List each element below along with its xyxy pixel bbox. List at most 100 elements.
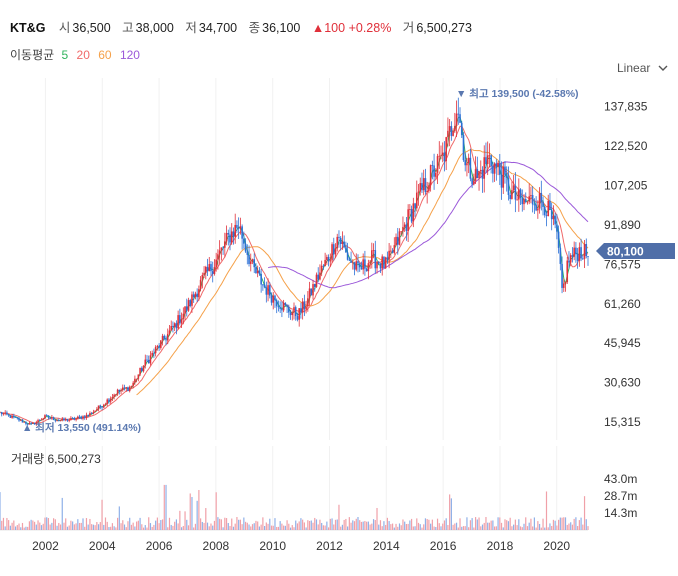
candle-body — [205, 266, 207, 273]
candle-body — [63, 418, 65, 421]
x-tick-label: 2020 — [543, 539, 570, 553]
candle-body — [237, 227, 240, 229]
volume-bar — [120, 523, 122, 530]
volume-bar — [103, 524, 105, 530]
volume-axis: 43.0m 28.7m 14.3m — [604, 472, 637, 520]
candle-body — [441, 152, 444, 156]
ma-line-120 — [267, 161, 589, 289]
candle-body — [562, 283, 565, 288]
candle-body — [59, 420, 62, 422]
volume-bar — [376, 507, 378, 530]
volume-bar — [462, 526, 465, 530]
candle-body — [526, 201, 529, 203]
volume-bar — [160, 520, 162, 530]
candle-body — [284, 302, 287, 306]
volume-bar — [234, 523, 236, 530]
candle-body — [322, 265, 325, 267]
moving-average-legend[interactable]: 이동평균 5 20 60 120 — [10, 46, 145, 63]
volume-bar — [494, 526, 496, 530]
volume-bar — [459, 518, 461, 530]
candle-body — [293, 307, 295, 313]
y-tick-label: 91,890 — [604, 218, 641, 232]
candle-body — [35, 422, 38, 425]
candle-body — [92, 411, 95, 414]
x-tick-label: 2004 — [89, 539, 116, 553]
scale-selector[interactable]: Linear — [617, 61, 668, 75]
volume-bar — [582, 524, 584, 530]
candle-body — [296, 316, 299, 320]
volume-bar — [558, 519, 560, 530]
volume-bar — [296, 523, 299, 530]
candle-body — [319, 272, 321, 280]
volume-bar — [430, 523, 432, 530]
candle-body — [248, 254, 250, 264]
volume-bar — [194, 523, 197, 530]
volume-bar — [210, 523, 212, 530]
volume-bar — [208, 526, 210, 530]
volume-bar — [9, 525, 11, 530]
candle-body — [502, 166, 505, 188]
candle-body — [19, 419, 22, 421]
volume-bar — [108, 527, 110, 530]
close-value: 36,100 — [262, 21, 301, 35]
candle-body — [154, 346, 157, 354]
candle-body — [185, 306, 188, 311]
volume-bar — [521, 527, 523, 530]
volume-bar — [348, 517, 350, 530]
candle-body — [460, 122, 463, 136]
volume-bar — [40, 525, 43, 530]
volume-bar — [180, 527, 183, 530]
candle-body — [210, 264, 212, 272]
candle-body — [414, 203, 416, 209]
candle-body — [0, 411, 3, 415]
volume-bar — [578, 520, 580, 530]
candle-body — [436, 156, 439, 173]
volume-bar — [231, 518, 233, 530]
volume-bar — [347, 526, 349, 530]
candlesticks — [0, 97, 589, 426]
candle-body — [232, 231, 235, 237]
volume-bar — [222, 527, 224, 530]
candle-body — [355, 261, 358, 270]
volume-bar — [577, 526, 579, 530]
price-axis: 137,835 122,520 107,205 91,890 76,575 61,260 4… — [604, 99, 648, 429]
volume-bar — [450, 498, 452, 530]
volume-bar — [75, 523, 77, 530]
volume-bar — [215, 492, 217, 530]
volume-bar — [426, 519, 428, 530]
volume-bar — [321, 522, 323, 530]
candle-body — [537, 208, 539, 211]
volume-bar — [367, 521, 369, 530]
volume-bar — [56, 525, 58, 530]
volume-bar — [144, 525, 146, 530]
volume-bar — [369, 524, 371, 530]
candle-body — [488, 155, 491, 157]
candle-body — [70, 417, 72, 420]
volume-bar — [340, 526, 342, 530]
candle-body — [106, 399, 109, 404]
volume-bar — [232, 526, 235, 530]
close-label: 종 — [248, 21, 261, 35]
ticker-symbol: KT&G — [10, 21, 46, 35]
candle-body — [251, 259, 254, 262]
volume-title: 거래량 6,500,273 — [11, 450, 101, 467]
candle-body — [384, 257, 387, 269]
candle-body — [528, 196, 530, 202]
volume-bar — [20, 527, 22, 530]
candle-body — [492, 165, 494, 174]
candle-body — [170, 325, 173, 331]
volume-bar — [170, 524, 172, 530]
candle-body — [198, 289, 200, 298]
volume-bar — [149, 523, 152, 530]
candle-body — [130, 386, 133, 387]
volume-bar — [492, 520, 494, 530]
volume-bar — [260, 524, 262, 530]
candle-body — [97, 405, 100, 410]
candle-body — [473, 180, 475, 185]
candle-body — [476, 169, 479, 179]
candle-body — [509, 194, 511, 199]
volume-bar — [158, 523, 160, 530]
candle-body — [104, 403, 107, 405]
candle-body — [305, 306, 307, 310]
